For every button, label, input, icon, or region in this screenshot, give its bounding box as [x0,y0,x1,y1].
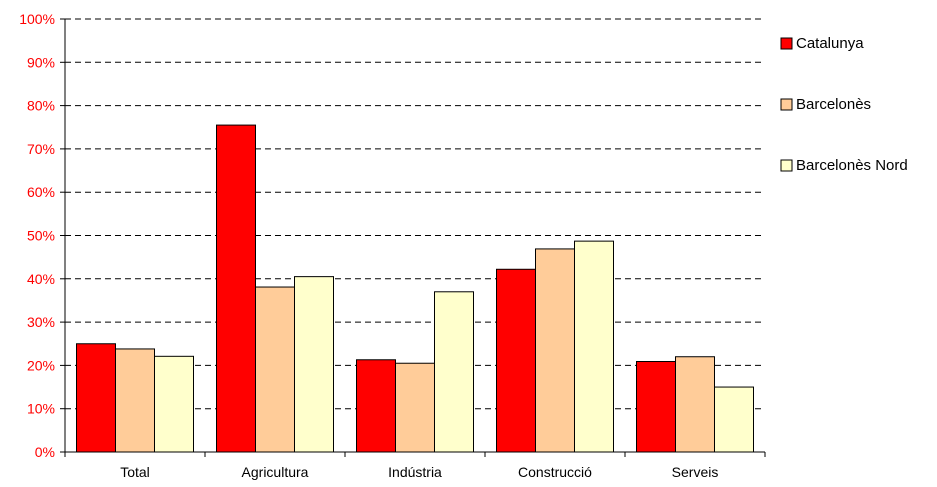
bar-catalunya-ind-stria [356,359,396,453]
y-tick-label: 60% [27,184,55,200]
legend-label-barcelon-s-nord: Barcelonès Nord [796,157,908,174]
y-tick-labels: 0% 10% 20% 30% 40% 50% 60% 70% 80% 90% 100% [19,11,55,460]
bar-barcelon-s-nord-agricultura [294,276,334,453]
y-tick-label: 0% [35,444,55,460]
legend-label-catalunya: Catalunya [796,35,864,52]
y-tick-label: 100% [19,11,55,27]
bar-catalunya-agricultura [216,124,256,453]
bar-barcelon-s-nord-total [154,355,194,453]
bar-barcelon-s-agricultura [255,286,295,453]
y-tick-label: 40% [27,271,55,287]
legend-label-barcelon-s: Barcelonès [796,96,871,113]
x-tick-label: Agricultura [242,464,309,480]
x-tick-labels: Total Agricultura Indústria Construcció Serv… [64,452,766,480]
bar-barcelon-s-nord-construcci- [574,240,614,453]
bar-barcelon-s-total [115,348,155,453]
bar-barcelon-s-nord-ind-stria [434,291,474,453]
y-tick-label: 80% [27,98,55,114]
bar-catalunya-total [76,343,116,453]
y-tick-label: 10% [27,401,55,417]
legend-swatch-barcelon-s-nord [780,159,793,172]
bar-catalunya-serveis [636,361,676,453]
y-tick-label: 20% [27,357,55,373]
legend: Catalunya Barcelonès Barcelonès Nord [780,35,908,174]
bars [76,124,754,453]
y-tick-label: 70% [27,141,55,157]
axes [64,19,765,453]
legend-swatch-catalunya [780,37,793,50]
legend-swatch-barcelon-s [780,98,793,111]
y-tick-label: 90% [27,54,55,70]
bar-barcelon-s-construcci- [535,248,575,453]
bar-barcelon-s-ind-stria [395,362,435,453]
y-tick-label: 30% [27,314,55,330]
bar-barcelon-s-nord-serveis [714,386,754,453]
y-tick-label: 50% [27,228,55,244]
bar-catalunya-construcci- [496,268,536,453]
x-tick-label: Construcció [518,464,592,480]
bar-barcelon-s-serveis [675,356,715,453]
x-tick-label: Indústria [388,464,442,480]
x-tick-label: Total [120,464,150,480]
x-tick-label: Serveis [672,464,719,480]
